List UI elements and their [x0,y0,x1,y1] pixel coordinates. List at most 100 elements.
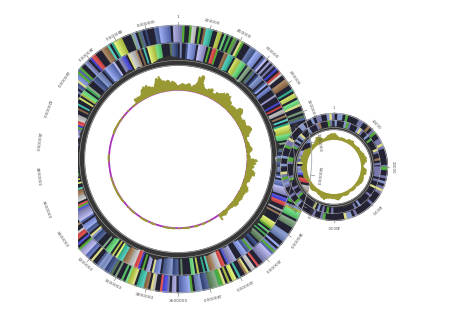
Wedge shape [173,43,175,60]
Wedge shape [293,176,310,180]
Wedge shape [191,256,196,274]
Wedge shape [306,138,308,140]
Wedge shape [225,101,230,108]
Wedge shape [115,261,125,278]
Wedge shape [239,122,245,126]
Wedge shape [113,133,114,134]
Wedge shape [294,157,312,159]
Wedge shape [221,105,222,106]
Wedge shape [305,121,310,128]
Wedge shape [303,163,307,164]
Wedge shape [253,100,257,103]
Wedge shape [179,258,181,275]
Wedge shape [313,144,316,147]
Wedge shape [83,91,99,102]
Wedge shape [181,59,182,65]
Wedge shape [130,205,134,210]
Wedge shape [115,128,116,129]
Wedge shape [167,275,171,292]
Wedge shape [327,206,330,213]
Wedge shape [200,94,202,99]
Wedge shape [364,136,370,142]
Wedge shape [226,209,228,211]
Wedge shape [64,177,82,182]
Wedge shape [205,213,210,221]
Wedge shape [186,217,188,228]
Wedge shape [244,87,250,93]
Wedge shape [203,89,206,94]
Wedge shape [147,212,153,221]
Wedge shape [292,146,299,151]
Wedge shape [246,164,247,165]
Wedge shape [339,213,342,220]
Wedge shape [272,166,277,168]
Wedge shape [219,215,223,220]
Wedge shape [247,168,252,169]
Wedge shape [165,217,168,227]
Wedge shape [235,120,236,121]
Wedge shape [189,91,191,96]
Wedge shape [272,225,288,238]
Wedge shape [292,135,310,140]
Wedge shape [374,188,382,194]
Wedge shape [185,85,186,90]
Wedge shape [120,197,121,198]
Wedge shape [203,249,205,255]
Wedge shape [73,75,88,87]
Wedge shape [246,223,252,228]
Wedge shape [310,182,311,183]
Wedge shape [168,81,170,90]
Text: 60000: 60000 [273,161,277,173]
Wedge shape [172,81,173,90]
Wedge shape [375,186,383,191]
Wedge shape [338,190,340,193]
Wedge shape [109,165,118,167]
Wedge shape [355,147,357,150]
Wedge shape [79,169,85,170]
Wedge shape [340,128,341,130]
Wedge shape [264,118,269,121]
Wedge shape [311,152,314,155]
Wedge shape [186,90,187,96]
Wedge shape [196,61,198,67]
Wedge shape [325,193,327,198]
Wedge shape [304,155,309,158]
Wedge shape [301,161,308,162]
Wedge shape [164,91,167,100]
Wedge shape [281,169,288,172]
Wedge shape [224,210,225,211]
Wedge shape [267,188,273,191]
Wedge shape [78,156,84,157]
Wedge shape [113,41,123,58]
Wedge shape [342,121,346,129]
Wedge shape [283,179,290,183]
Wedge shape [81,176,86,178]
Wedge shape [351,144,354,147]
Wedge shape [329,128,330,130]
Wedge shape [302,166,307,167]
Wedge shape [335,194,336,199]
Wedge shape [125,114,132,120]
Wedge shape [339,128,340,130]
Wedge shape [90,202,95,205]
Wedge shape [191,44,196,62]
Wedge shape [136,244,139,249]
Wedge shape [367,148,371,150]
Wedge shape [127,112,134,119]
Wedge shape [354,133,356,135]
Wedge shape [373,173,380,176]
Wedge shape [223,241,227,245]
Wedge shape [246,174,254,176]
Wedge shape [78,159,84,160]
Wedge shape [129,109,131,111]
Wedge shape [370,178,373,179]
Wedge shape [120,193,126,197]
Wedge shape [155,45,160,63]
Wedge shape [134,208,138,213]
Wedge shape [359,176,363,177]
Wedge shape [83,186,89,188]
Wedge shape [134,106,137,110]
Wedge shape [177,90,178,99]
Wedge shape [190,274,193,292]
Wedge shape [102,94,107,99]
